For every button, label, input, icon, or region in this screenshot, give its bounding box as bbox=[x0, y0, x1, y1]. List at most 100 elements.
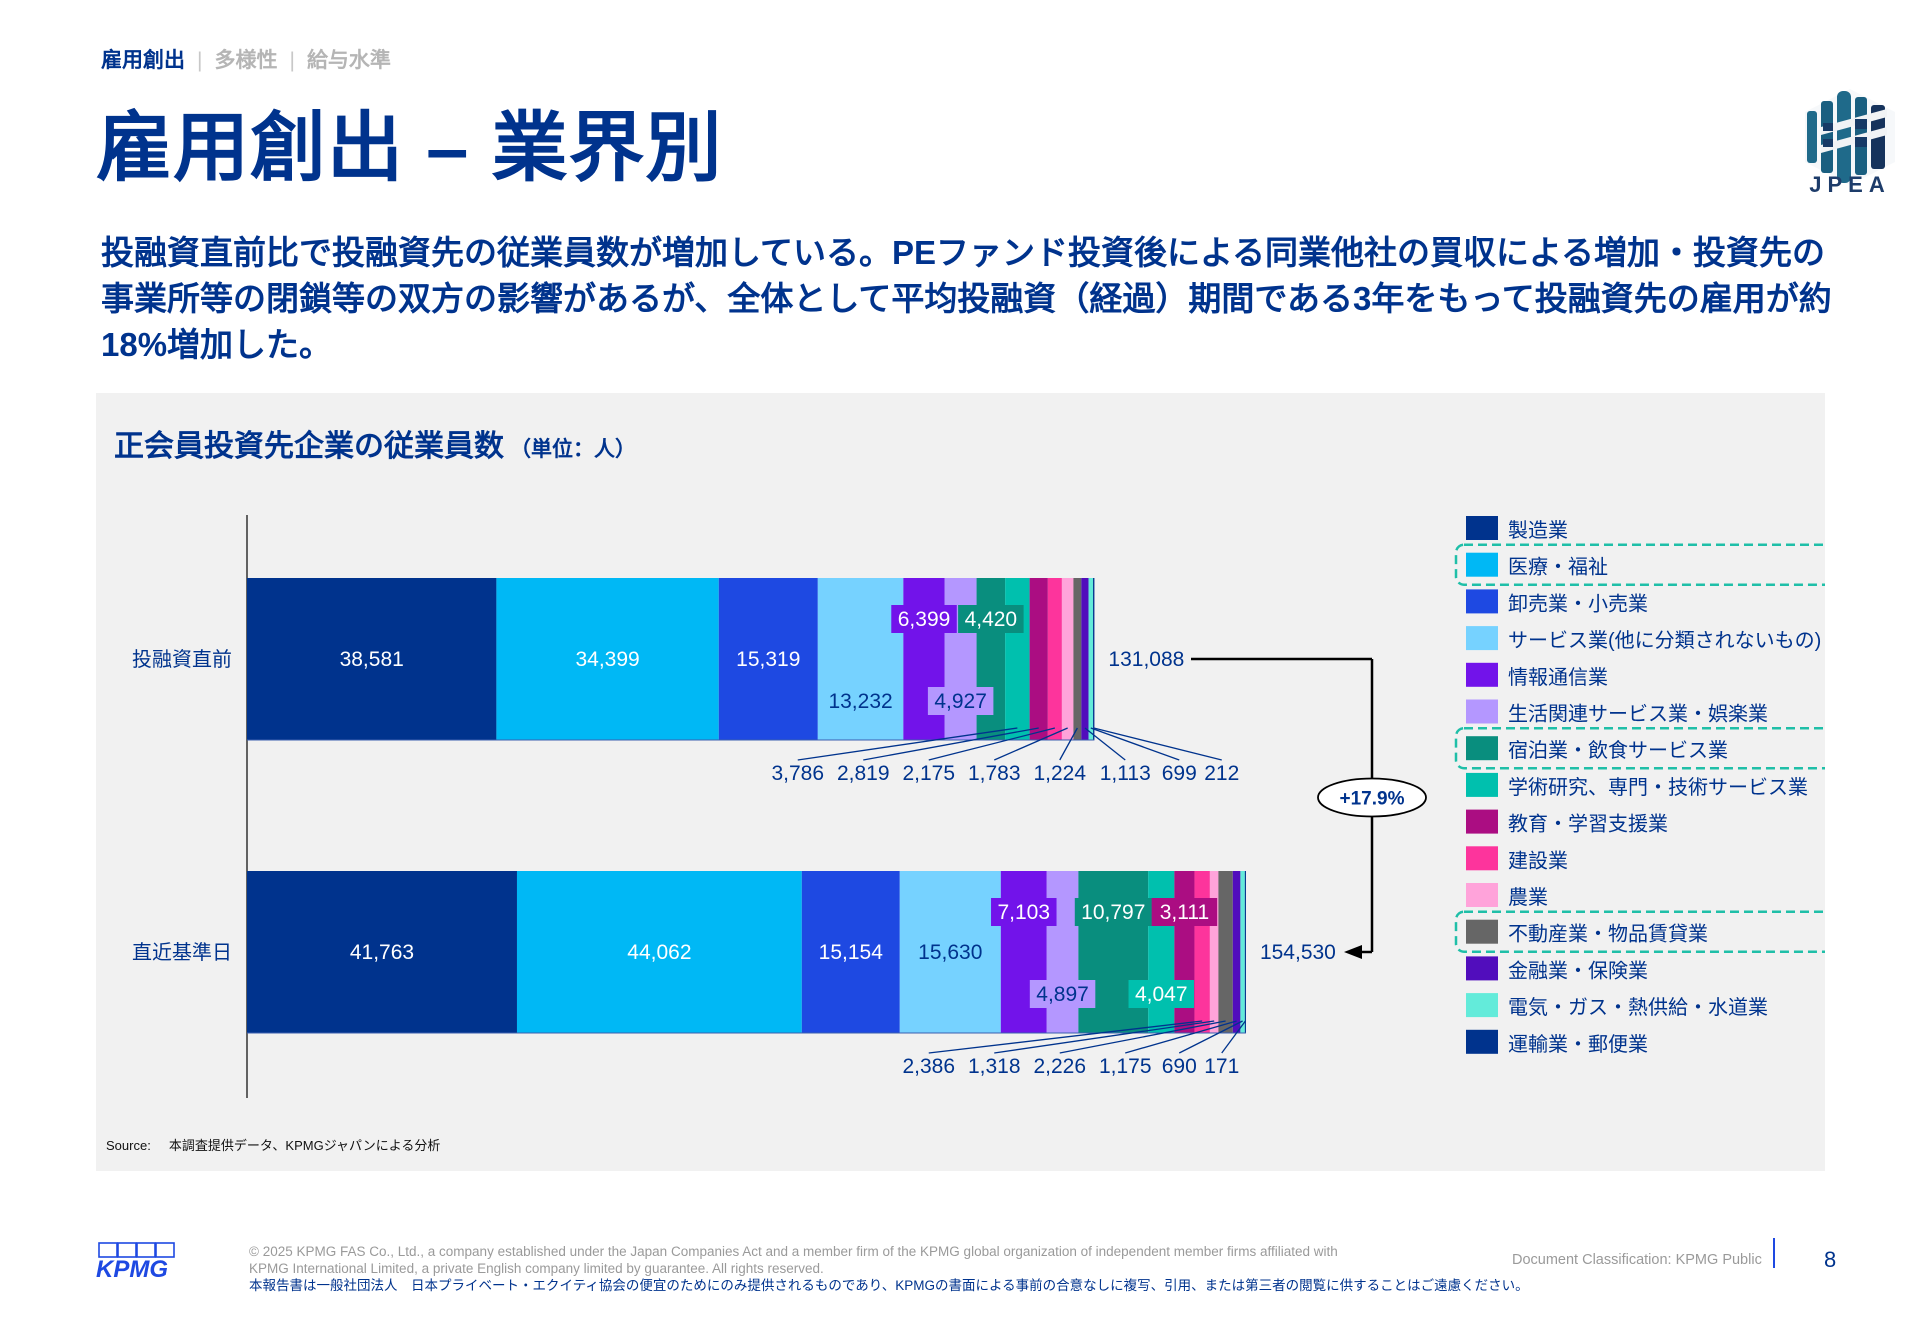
data-label: 38,581 bbox=[340, 648, 404, 671]
breadcrumb-item-diversity[interactable]: 多様性 bbox=[214, 49, 278, 72]
leader-data-label: 2,226 bbox=[1033, 1055, 1086, 1078]
legend-swatch bbox=[1466, 1029, 1498, 1054]
leader-data-label: 1,113 bbox=[1100, 762, 1151, 785]
bar-segment bbox=[496, 578, 719, 740]
total-label: 131,088 bbox=[1108, 648, 1184, 671]
bar-segment bbox=[1093, 578, 1095, 740]
copyright-line-2: KPMG International Limited, a private En… bbox=[249, 1261, 824, 1276]
legend-label: 学術研究、専門・技術サービス業 bbox=[1508, 776, 1808, 799]
bar-segment bbox=[1061, 578, 1074, 740]
chart-panel: 正会員投資先企業の従業員数 （単位：人） 投融資直前 38,581 34,399 15,… bbox=[96, 393, 1825, 1171]
legend-swatch bbox=[1466, 809, 1498, 834]
bar-segment bbox=[1240, 871, 1245, 1033]
legend-swatch bbox=[1466, 699, 1498, 724]
bar-segment bbox=[1046, 871, 1079, 1033]
breadcrumb-separator: | bbox=[289, 49, 295, 72]
legend-swatch bbox=[1466, 919, 1498, 944]
bar-segment bbox=[1088, 578, 1094, 740]
lead-summary: 投融資直前比で投融資先の従業員数が増加している。PEファンド投資後による同業他社… bbox=[101, 234, 1832, 363]
leader-data-label: 212 bbox=[1204, 762, 1239, 785]
bar-segment bbox=[516, 871, 802, 1033]
bar-segment bbox=[1218, 871, 1233, 1033]
leader-line bbox=[863, 727, 1039, 761]
leader-line bbox=[1125, 1020, 1237, 1054]
data-label: 4,047 bbox=[1135, 983, 1188, 1006]
breadcrumb-item-salary[interactable]: 給与水準 bbox=[306, 49, 391, 72]
data-label: 34,399 bbox=[575, 648, 639, 671]
bar-segment bbox=[247, 871, 517, 1033]
legend-label: 金融業・保険業 bbox=[1508, 959, 1648, 982]
chart-unit-label: （単位：人） bbox=[510, 438, 636, 461]
legend-label: 建設業 bbox=[1508, 849, 1568, 872]
breadcrumb: 雇用創出 | 多様性 | 給与水準 bbox=[101, 44, 391, 74]
legend-swatch bbox=[1466, 589, 1498, 614]
legend-label: 情報通信業 bbox=[1508, 666, 1608, 689]
source-label: Source: bbox=[106, 1138, 151, 1153]
data-label-box bbox=[927, 687, 994, 715]
bar-segment bbox=[1005, 578, 1030, 740]
legend-highlight-box bbox=[1454, 726, 1825, 770]
data-label: 15,630 bbox=[918, 941, 982, 964]
chart-title: 正会員投資先企業の従業員数 （単位：人） bbox=[114, 421, 636, 465]
leader-line bbox=[1059, 727, 1078, 761]
bar-segment bbox=[903, 578, 945, 740]
bar-segment bbox=[899, 871, 1001, 1033]
data-label: 3,111 bbox=[1160, 901, 1209, 924]
legend-highlight-box bbox=[1454, 543, 1825, 586]
jpea-logo-icon bbox=[1805, 89, 1895, 185]
growth-badge bbox=[1317, 777, 1427, 818]
bar-segment bbox=[1232, 871, 1241, 1033]
data-label-box bbox=[1029, 980, 1096, 1008]
leader-data-label: 2,175 bbox=[902, 762, 955, 785]
usage-notice: 本報告書は一般社団法人 日本プライベート・エクイティ協会の便宜のためにのみ提供さ… bbox=[249, 1278, 1529, 1293]
jpea-logo-text: JPEA bbox=[1809, 172, 1891, 197]
source-text: 本調査提供データ、KPMGジャパンによる分析 bbox=[168, 1138, 441, 1153]
breadcrumb-item-employment[interactable]: 雇用創出 bbox=[101, 49, 185, 72]
leader-data-label: 171 bbox=[1204, 1055, 1239, 1078]
legend-label: 不動産業・物品賃貸業 bbox=[1508, 923, 1708, 946]
leader-data-label: 699 bbox=[1162, 762, 1197, 785]
bar-segment bbox=[718, 578, 818, 740]
legend-swatch bbox=[1466, 956, 1498, 981]
bar-segment bbox=[944, 578, 977, 740]
footer-divider bbox=[1773, 1238, 1775, 1268]
leader-line bbox=[1093, 727, 1222, 761]
bar-segment bbox=[1000, 871, 1047, 1033]
page-title: 雇用創出 – 業界別 bbox=[96, 106, 723, 191]
leader-data-label: 1,318 bbox=[968, 1055, 1021, 1078]
legend-swatch bbox=[1466, 516, 1498, 540]
page-number: 8 bbox=[1824, 1247, 1837, 1272]
total-label: 154,530 bbox=[1260, 941, 1336, 964]
bar-segment bbox=[976, 578, 1006, 740]
legend-label: 卸売業・小売業 bbox=[1508, 592, 1648, 615]
legend-label: 製造業 bbox=[1508, 519, 1568, 542]
leader-line bbox=[1221, 1020, 1246, 1054]
leader-data-label: 1,175 bbox=[1099, 1055, 1152, 1078]
leader-data-label: 2,819 bbox=[837, 762, 890, 785]
footer-copyright: © 2025 KPMG FAS Co., Ltd., a company est… bbox=[249, 1243, 1529, 1294]
data-label: 4,420 bbox=[965, 608, 1018, 631]
bar-segment bbox=[1029, 578, 1048, 740]
category-label: 直近基準日 bbox=[132, 941, 232, 964]
bar-segment bbox=[1081, 578, 1089, 740]
bar-segment bbox=[1047, 578, 1062, 740]
leader-line bbox=[994, 1020, 1215, 1054]
legend-swatch bbox=[1466, 552, 1498, 577]
leader-data-label: 1,783 bbox=[968, 762, 1021, 785]
bar-segment bbox=[801, 871, 900, 1033]
data-label: 10,797 bbox=[1081, 901, 1145, 924]
leader-line bbox=[1090, 727, 1180, 761]
data-label-box bbox=[1128, 980, 1195, 1008]
bar-segment bbox=[1209, 871, 1219, 1033]
legend-label: 生活関連サービス業・娯楽業 bbox=[1508, 703, 1768, 726]
bar-segment bbox=[1194, 871, 1210, 1033]
bar-segment bbox=[817, 578, 904, 740]
legend-label: 農業 bbox=[1508, 886, 1548, 909]
kpmg-logo-text: KPMG bbox=[96, 1256, 168, 1280]
bar-segment bbox=[1078, 871, 1149, 1033]
leader-line bbox=[928, 1020, 1203, 1054]
data-label: 44,062 bbox=[627, 941, 691, 964]
legend-label: 教育・学習支援業 bbox=[1508, 813, 1668, 836]
kpmg-logo-icon: KPMG bbox=[96, 1242, 175, 1280]
growth-arrow-head bbox=[1344, 945, 1362, 959]
